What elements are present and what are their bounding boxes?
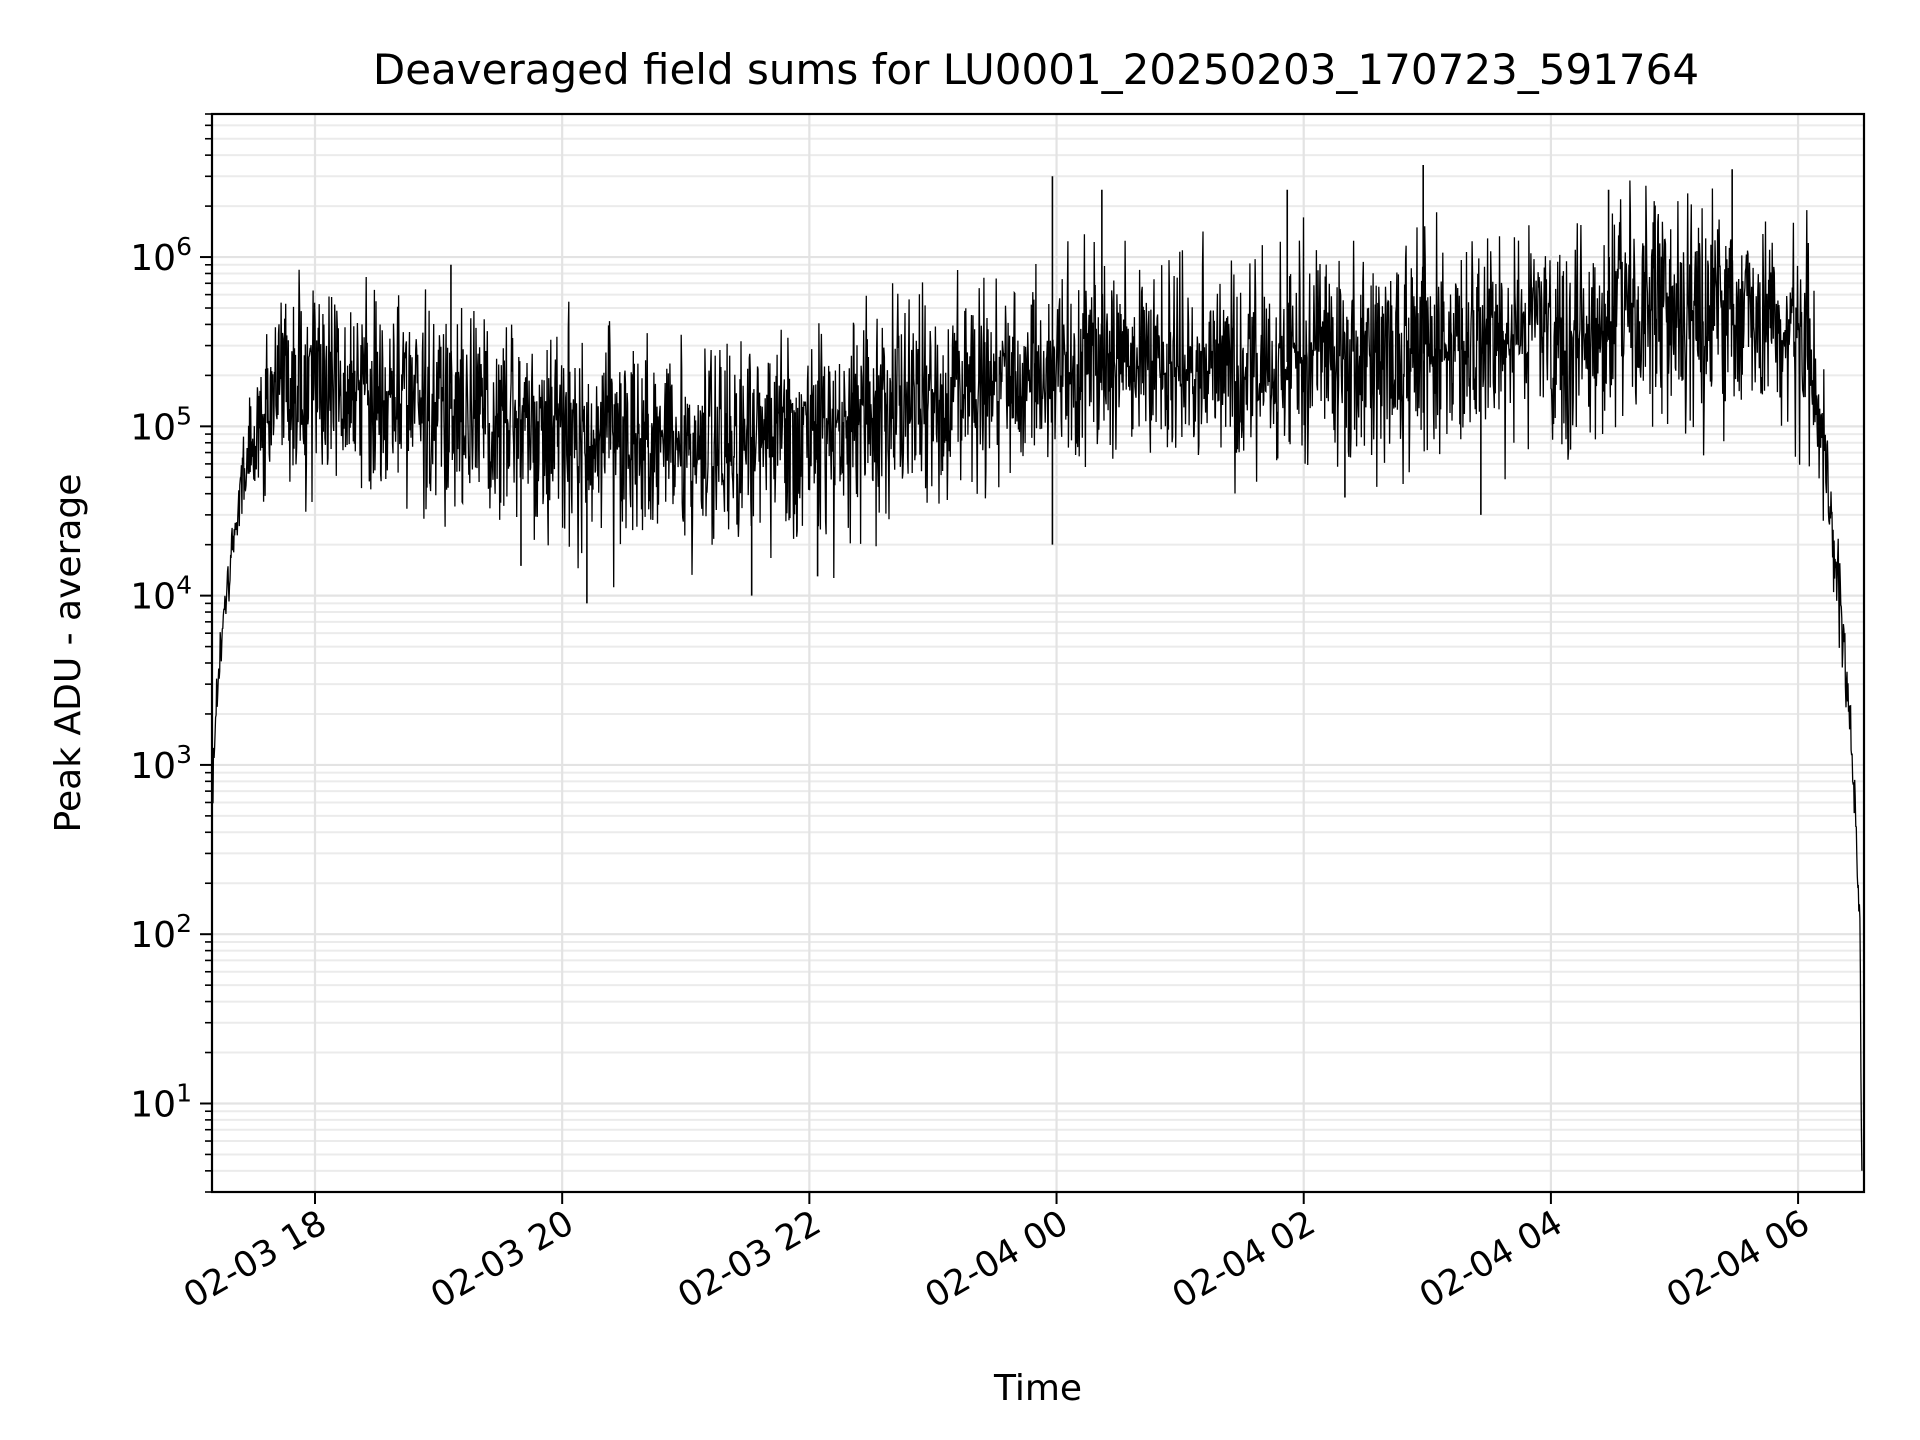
y-tick-label: 101	[130, 1078, 192, 1125]
y-tick-label: 102	[130, 909, 192, 956]
y-axis-label: Peak ADU - average	[48, 474, 89, 833]
series-line	[211, 180, 1863, 1171]
y-tick-label: 104	[130, 571, 192, 618]
y-tick-label: 105	[130, 401, 192, 448]
y-tick-label: 106	[130, 232, 192, 279]
series-layer	[211, 164, 1863, 1171]
plot-frame	[210, 112, 1866, 1194]
x-axis-label: Time	[993, 1368, 1082, 1409]
y-tick-label: 103	[130, 740, 192, 787]
chart-title: Deaveraged field sums for LU0001_2025020…	[373, 45, 1699, 94]
